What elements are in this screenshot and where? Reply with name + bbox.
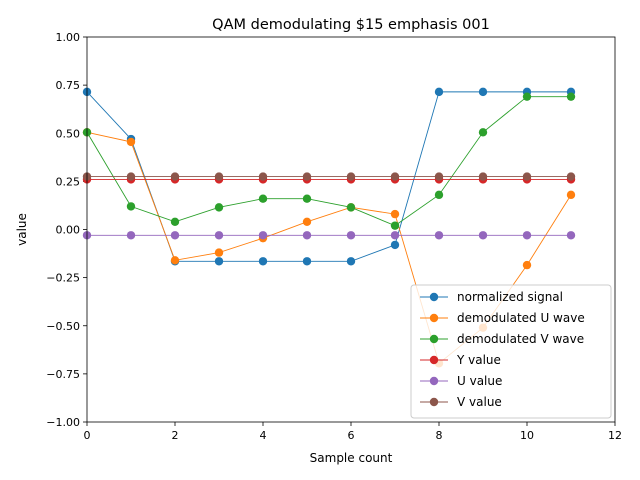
data-point bbox=[522, 231, 532, 240]
y-tick-label: −0.75 bbox=[46, 368, 80, 381]
series-demodulated-v-wave bbox=[82, 92, 576, 230]
legend-entry: V value bbox=[420, 395, 502, 409]
data-point bbox=[346, 231, 356, 240]
x-tick-label: 0 bbox=[84, 429, 91, 442]
y-tick-label: 1.00 bbox=[56, 31, 81, 44]
y-axis-label: value bbox=[15, 213, 29, 246]
x-axis-label: Sample count bbox=[310, 451, 393, 465]
x-tick-label: 4 bbox=[260, 429, 267, 442]
series-u-value bbox=[82, 231, 576, 240]
data-point bbox=[566, 231, 576, 240]
y-tick-label: 0.50 bbox=[56, 127, 81, 140]
x-axis-ticks: 0 2 4 6 8 10 12 bbox=[84, 422, 622, 442]
legend-label: demodulated U wave bbox=[457, 311, 585, 325]
chart-title: QAM demodulating $15 emphasis 001 bbox=[212, 17, 490, 33]
data-point bbox=[258, 194, 268, 203]
x-tick-label: 12 bbox=[608, 429, 622, 442]
data-point bbox=[522, 260, 532, 270]
series-v-value bbox=[82, 172, 576, 181]
data-point bbox=[258, 172, 268, 181]
data-point bbox=[214, 172, 224, 181]
legend-marker bbox=[429, 292, 439, 302]
data-point bbox=[214, 231, 224, 240]
data-point bbox=[126, 202, 136, 211]
data-point bbox=[126, 137, 136, 147]
data-point bbox=[170, 256, 180, 265]
legend-label: demodulated V wave bbox=[457, 332, 584, 346]
x-tick-label: 8 bbox=[436, 429, 443, 442]
legend-entry: normalized signal bbox=[420, 290, 563, 304]
data-point bbox=[566, 172, 576, 181]
data-point bbox=[522, 92, 532, 101]
legend-marker bbox=[429, 334, 439, 344]
y-tick-label: 0.25 bbox=[56, 175, 81, 188]
legend-entry: Y value bbox=[420, 353, 501, 367]
y-tick-label: 0.75 bbox=[56, 79, 81, 92]
x-tick-label: 6 bbox=[348, 429, 355, 442]
legend-marker bbox=[429, 313, 439, 323]
data-point bbox=[214, 257, 224, 266]
data-point bbox=[346, 172, 356, 181]
data-point bbox=[346, 257, 356, 266]
data-point bbox=[214, 203, 224, 212]
data-point bbox=[434, 231, 444, 240]
legend-entry: U value bbox=[420, 374, 502, 388]
data-point bbox=[566, 92, 576, 101]
data-point bbox=[390, 221, 400, 230]
data-point bbox=[566, 190, 576, 200]
data-point bbox=[478, 128, 488, 137]
x-tick-label: 10 bbox=[520, 429, 534, 442]
x-tick-label: 2 bbox=[172, 429, 179, 442]
legend-box bbox=[410, 284, 612, 419]
y-axis-ticks: −1.00 −0.75 −0.50 −0.25 0.00 0.25 0.50 0.75 1.00 bbox=[46, 31, 87, 429]
data-point bbox=[170, 217, 180, 226]
legend-label: Y value bbox=[456, 353, 501, 367]
data-point bbox=[258, 231, 268, 240]
data-point bbox=[478, 87, 488, 97]
plot-frame bbox=[86, 36, 616, 423]
y-tick-label: −0.50 bbox=[46, 320, 80, 333]
legend-label: normalized signal bbox=[457, 290, 563, 304]
y-tick-label: −0.25 bbox=[46, 272, 80, 285]
legend-marker bbox=[429, 376, 439, 386]
legend-marker bbox=[429, 397, 439, 407]
data-point bbox=[214, 248, 224, 257]
legend-marker bbox=[429, 355, 439, 365]
data-point bbox=[302, 257, 312, 266]
data-point bbox=[302, 172, 312, 181]
data-point bbox=[258, 257, 268, 266]
data-point bbox=[302, 231, 312, 240]
legend-label: U value bbox=[457, 374, 502, 388]
data-point bbox=[170, 172, 180, 181]
data-point bbox=[390, 231, 400, 240]
data-point bbox=[478, 172, 488, 181]
data-point bbox=[302, 194, 312, 203]
data-point bbox=[126, 172, 136, 181]
data-point bbox=[346, 203, 356, 212]
data-point bbox=[522, 172, 532, 181]
y-tick-label: 0.00 bbox=[56, 224, 81, 237]
data-point bbox=[478, 231, 488, 240]
data-point bbox=[302, 217, 312, 226]
data-point bbox=[170, 231, 180, 240]
legend-entry: demodulated U wave bbox=[420, 311, 585, 325]
data-point bbox=[390, 240, 400, 250]
data-point bbox=[434, 87, 444, 97]
series-line bbox=[86, 96, 571, 227]
legend-entry: demodulated V wave bbox=[420, 332, 584, 346]
data-point bbox=[390, 209, 400, 219]
data-point bbox=[390, 172, 400, 181]
legend-label: V value bbox=[457, 395, 502, 409]
y-tick-label: −1.00 bbox=[46, 416, 80, 429]
data-point bbox=[434, 190, 444, 200]
legend: normalized signal demodulated U wave demod… bbox=[410, 284, 612, 419]
data-point bbox=[126, 231, 136, 240]
data-point bbox=[434, 172, 444, 181]
